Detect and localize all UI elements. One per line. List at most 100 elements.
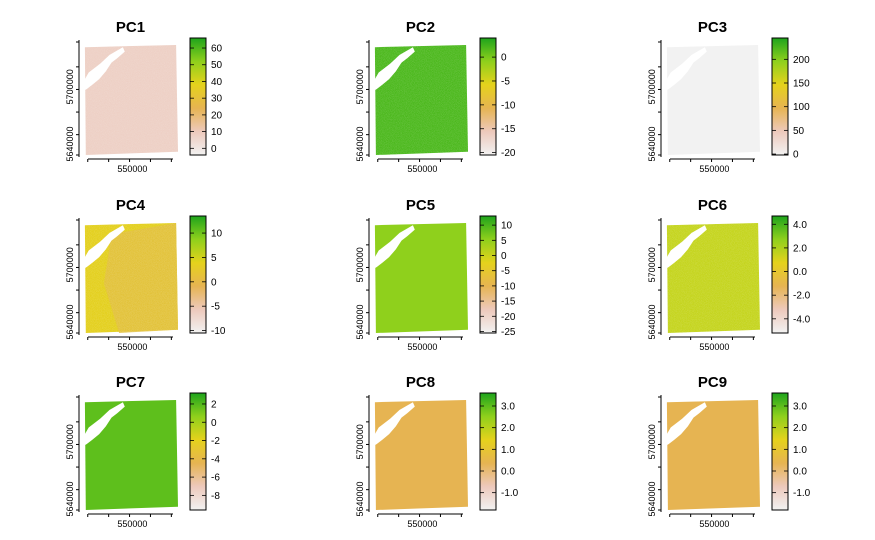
- legend-tick-label: 0: [211, 418, 217, 429]
- legend-colorbar: [771, 215, 789, 334]
- legend-colorbar: [479, 215, 497, 334]
- y-tick-label: 5700000: [355, 69, 365, 104]
- legend-tick-label: 150: [793, 79, 810, 90]
- legend-tick-label: -5: [501, 266, 510, 277]
- panel-title: PC7: [116, 374, 145, 391]
- legend-tick-label: -2.0: [793, 291, 811, 302]
- legend-tick-label: 4.0: [793, 220, 807, 231]
- y-tick-label: 5640000: [647, 304, 657, 339]
- panel-title: PC8: [406, 374, 435, 391]
- panel-pc4: PC4 5640000 5700000 550000 10 5 0 -5 -10: [65, 197, 226, 352]
- legend-tick-label: 2.0: [793, 243, 807, 254]
- nodata-area: [83, 225, 125, 270]
- legend-tick-label: 10: [211, 229, 223, 240]
- panel-pc3: PC3 5640000 5700000 550000 200 150 100 50 0: [647, 19, 810, 174]
- raster-texture: [84, 223, 178, 333]
- y-tick-label: 5700000: [647, 424, 657, 459]
- nodata-area: [665, 47, 707, 92]
- legend-tick-label: 2.0: [793, 423, 807, 434]
- y-tick-label: 5700000: [647, 69, 657, 104]
- legend-tick-label: -15: [501, 124, 516, 135]
- legend-colorbar: [771, 392, 789, 511]
- y-tick-label: 5640000: [65, 126, 75, 161]
- y-tick-label: 5640000: [355, 481, 365, 516]
- legend-tick-label: 10: [501, 221, 513, 232]
- legend-tick-label: 0.0: [793, 267, 807, 278]
- legend-tick-label: -20: [501, 148, 516, 159]
- panel-title: PC4: [116, 197, 146, 214]
- nodata-area: [373, 402, 415, 447]
- x-tick-label: 550000: [699, 342, 729, 352]
- legend-tick-label: 0: [211, 144, 217, 155]
- legend-tick-label: 20: [211, 110, 223, 121]
- legend-colorbar: [479, 392, 497, 511]
- raster-area: [374, 400, 468, 510]
- raster-texture: [666, 223, 760, 333]
- y-tick-label: 5700000: [355, 424, 365, 459]
- panel-pc2: PC2 5640000 5700000 550000 0 -5 -10 -15 -20: [355, 19, 516, 174]
- panel-title: PC5: [406, 197, 435, 214]
- legend-tick-label: 2: [211, 399, 217, 410]
- legend-colorbar: [479, 37, 497, 156]
- legend-tick-label: -20: [501, 312, 516, 323]
- panel-pc1: PC1 5640000 5700000 550000 60 50 40 30 20 10 0: [65, 19, 223, 174]
- raster-texture: [84, 45, 178, 155]
- raster-area: [374, 223, 468, 333]
- y-tick-label: 5700000: [65, 69, 75, 104]
- legend-tick-label: 0: [501, 53, 507, 64]
- panel-title: PC1: [116, 19, 145, 36]
- legend-tick-label: -8: [211, 491, 220, 502]
- legend-tick-label: 0.0: [793, 467, 807, 478]
- legend-tick-label: -6: [211, 473, 220, 484]
- y-tick-label: 5700000: [355, 247, 365, 282]
- y-tick-label: 5640000: [65, 481, 75, 516]
- x-tick-label: 550000: [407, 342, 437, 352]
- legend-tick-label: -25: [501, 327, 516, 338]
- x-tick-label: 550000: [117, 519, 147, 529]
- legend-tick-label: 0: [501, 251, 507, 262]
- raster-area: [84, 400, 178, 510]
- legend-tick-label: 0: [793, 150, 799, 161]
- panel-title: PC3: [698, 19, 727, 36]
- y-tick-label: 5700000: [65, 424, 75, 459]
- legend-tick-label: 1.0: [501, 445, 515, 456]
- legend-tick-label: 10: [211, 127, 223, 138]
- legend-tick-label: -2: [211, 436, 220, 447]
- legend-tick-label: -4: [211, 454, 220, 465]
- x-tick-label: 550000: [117, 164, 147, 174]
- legend-tick-label: -5: [211, 302, 220, 313]
- legend-tick-label: 100: [793, 102, 810, 113]
- legend-colorbar: [189, 392, 207, 511]
- y-tick-label: 5640000: [355, 126, 365, 161]
- legend-tick-label: 3.0: [793, 402, 807, 413]
- x-tick-label: 550000: [407, 164, 437, 174]
- nodata-area: [83, 47, 125, 92]
- panel-pc6: PC6 5640000 5700000 550000 4.0 2.0 0.0 -2.0 -4.0: [647, 197, 811, 352]
- raster-area: [666, 400, 760, 510]
- y-tick-label: 5640000: [65, 304, 75, 339]
- panel-pc7: PC7 5640000 5700000 550000 2 0 -2 -4 -6 -8: [65, 374, 220, 529]
- y-tick-label: 5700000: [65, 247, 75, 282]
- legend-tick-label: 0.0: [501, 467, 515, 478]
- legend-tick-label: -5: [501, 76, 510, 87]
- legend-tick-label: 60: [211, 44, 223, 55]
- legend-tick-label: 5: [501, 236, 507, 247]
- legend-colorbar: [189, 37, 207, 156]
- legend-tick-label: 200: [793, 55, 810, 66]
- y-tick-label: 5700000: [647, 247, 657, 282]
- x-tick-label: 550000: [699, 519, 729, 529]
- legend-colorbar: [189, 215, 207, 334]
- raster-texture: [374, 45, 468, 155]
- panel-title: PC9: [698, 374, 727, 391]
- legend-tick-label: 3.0: [501, 402, 515, 413]
- nodata-area: [665, 225, 707, 270]
- x-tick-label: 550000: [117, 342, 147, 352]
- panel-pc9: PC9 5640000 5700000 550000 3.0 2.0 1.0 0.0 -1.0: [647, 374, 811, 529]
- legend-tick-label: -10: [501, 100, 516, 111]
- panel-title: PC2: [406, 19, 435, 36]
- y-tick-label: 5640000: [647, 126, 657, 161]
- y-tick-label: 5640000: [355, 304, 365, 339]
- x-tick-label: 550000: [699, 164, 729, 174]
- legend-tick-label: 50: [211, 60, 223, 71]
